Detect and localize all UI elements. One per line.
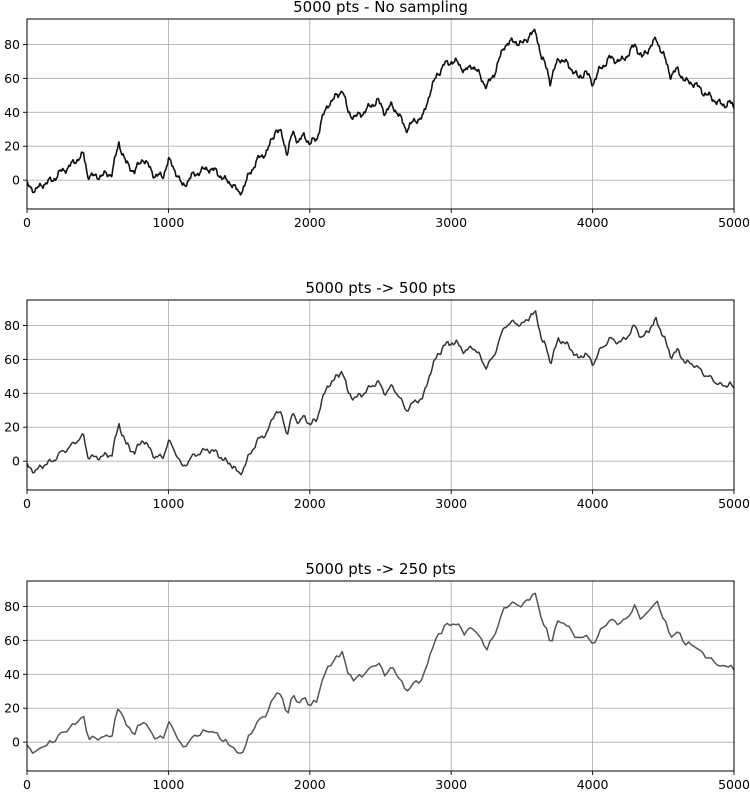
- x-tick-label: 4000: [577, 777, 609, 791]
- x-tick-label: 2000: [294, 215, 326, 230]
- plot-frame: [26, 299, 735, 491]
- y-tick-label: 80: [4, 599, 20, 614]
- x-tick-label: 1000: [152, 777, 184, 791]
- plot-frame: [26, 18, 735, 210]
- y-tick-label: 0: [12, 735, 20, 750]
- series-line: [26, 28, 735, 196]
- chart-title: 5000 pts - No sampling: [293, 0, 468, 16]
- x-tick-label: 3000: [435, 777, 467, 791]
- plot-frame: [26, 580, 735, 772]
- x-tick-label: 2000: [294, 777, 326, 791]
- y-tick-label: 80: [4, 318, 20, 333]
- y-tick-label: 0: [12, 454, 20, 469]
- y-tick-label: 20: [4, 420, 20, 435]
- y-tick-label: 20: [4, 701, 20, 716]
- x-tick-label: 3000: [435, 496, 467, 511]
- y-tick-label: 60: [4, 71, 20, 86]
- chart-title: 5000 pts -> 500 pts: [305, 279, 455, 297]
- y-tick-label: 0: [12, 173, 20, 188]
- y-tick-label: 80: [4, 37, 20, 52]
- chart-title: 5000 pts -> 250 pts: [305, 560, 455, 578]
- x-tick-label: 5000: [718, 215, 750, 230]
- y-tick-label: 20: [4, 139, 20, 154]
- x-tick-label: 4000: [577, 496, 609, 511]
- chart-panel-2: 5000 pts -> 500 pts 0 1000 2000 3000 4000 5000…: [4, 279, 750, 511]
- x-tick-label: 0: [23, 496, 31, 511]
- x-tick-label: 0: [23, 215, 31, 230]
- x-tick-label: 3000: [435, 215, 467, 230]
- x-tick-label: 0: [23, 777, 31, 791]
- y-tick-label: 60: [4, 352, 20, 367]
- y-tick-label: 40: [4, 667, 20, 682]
- series-line: [26, 310, 735, 476]
- x-tick-label: 2000: [294, 496, 326, 511]
- y-tick-label: 40: [4, 386, 20, 401]
- chart-panel-1: 5000 pts - No sampling 0 1000 2000 3000 4000 5…: [4, 0, 750, 230]
- chart-panel-3: 5000 pts -> 250 pts 0 1000 2000 3000 4000 5000…: [4, 560, 750, 792]
- series-line: [26, 592, 735, 755]
- x-tick-label: 1000: [152, 215, 184, 230]
- y-tick-label: 40: [4, 105, 20, 120]
- x-tick-label: 5000: [718, 496, 750, 511]
- y-tick-label: 60: [4, 633, 20, 648]
- x-tick-label: 4000: [577, 215, 609, 230]
- x-tick-label: 1000: [152, 496, 184, 511]
- x-tick-label: 5000: [718, 777, 750, 791]
